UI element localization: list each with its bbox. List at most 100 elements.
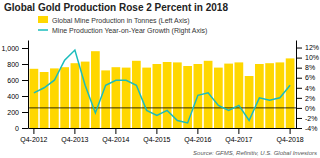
x-tick: Q4-2016 (184, 128, 211, 144)
y2-tick-label: 0% (305, 105, 315, 112)
title: Global Gold Production Rose 2 Percent in… (4, 2, 228, 13)
y-tick-mark (22, 96, 28, 97)
bar (163, 62, 172, 128)
y2-tick-label: 8% (305, 64, 315, 71)
y2-tick: 12% (296, 44, 319, 51)
x-tick: Q4-2013 (61, 128, 88, 144)
y2-tick: -2% (296, 115, 317, 122)
x-tick: Q4-2015 (143, 128, 170, 144)
bar (112, 67, 121, 128)
x-tick-mark (238, 128, 239, 134)
y2-tick-label: 4% (305, 85, 315, 92)
bar (153, 64, 162, 128)
y-axis: 0 200 400 600 800 1,000 (1, 41, 28, 132)
y-tick-label: 800 (7, 61, 19, 68)
x-tick: Q4-2017 (225, 128, 252, 144)
x-tick-label: Q4-2016 (184, 136, 211, 144)
y-tick: 600 (7, 77, 28, 84)
bar (122, 68, 131, 128)
y-tick: 200 (7, 109, 28, 116)
y2-axis: -4% -2% 0% 2% 4% 6% 8% 10% 12% (296, 41, 319, 132)
y-tick-label: 1,000 (1, 45, 19, 52)
x-tick-label: Q4-2013 (61, 136, 88, 144)
bar (286, 58, 295, 128)
x-tick-label: Q4-2014 (102, 136, 129, 144)
bar (101, 70, 110, 128)
y2-axis-line (296, 41, 297, 129)
x-tick-mark (115, 128, 116, 134)
y-tick-mark (22, 80, 28, 81)
x-tick: Q4-2012 (20, 128, 47, 144)
x-tick-label: Q4-2015 (143, 136, 170, 144)
y2-tick-label: 6% (305, 74, 315, 81)
x-tick-label: Q4-2017 (225, 136, 252, 144)
y2-tick: 6% (296, 74, 315, 81)
bar (60, 67, 69, 128)
bar (214, 68, 223, 128)
legend-label: Global Mine Production in Tonnes (Left A… (52, 17, 190, 25)
y2-tick-mark (296, 48, 302, 49)
y-tick: 1,000 (1, 45, 28, 52)
y2-tick-mark (296, 108, 302, 109)
y-tick-mark (22, 48, 28, 49)
y2-tick-mark (296, 58, 302, 59)
y2-tick-mark (296, 88, 302, 89)
y2-tick-label: 12% (305, 44, 319, 51)
chart: Q4-2012 Q4-2013 Q4-2014 Q4-2015 Q4-2016 Q4-20… (0, 0, 320, 158)
y2-tick-mark (296, 68, 302, 69)
x-tick-label: Q4-2012 (20, 136, 47, 144)
y2-tick-mark (296, 78, 302, 79)
y-tick: 800 (7, 61, 28, 68)
y-tick: 0 (15, 125, 28, 132)
legend-item: Global Mine Production in Tonnes (Left A… (38, 16, 190, 25)
bar (40, 72, 49, 128)
line (34, 50, 290, 123)
y2-tick: 0% (296, 105, 315, 112)
zero-line (28, 107, 296, 108)
bar (91, 51, 100, 128)
x-axis: Q4-2012 Q4-2013 Q4-2014 Q4-2015 Q4-2016 Q4-20… (20, 128, 304, 144)
bar (142, 68, 151, 128)
x-tick-mark (74, 128, 75, 134)
source-note: Source: GFMS, Refinitiv, U.S. Global Inv… (193, 150, 317, 156)
y2-tick: 2% (296, 95, 315, 102)
y-tick-mark (22, 128, 28, 129)
plot: Q4-2012 Q4-2013 Q4-2014 Q4-2015 Q4-2016 Q4-20… (1, 41, 319, 144)
bar (204, 61, 213, 128)
bar-series (30, 51, 295, 128)
bar (71, 63, 80, 128)
y2-tick-mark (296, 98, 302, 99)
y2-tick-label: 10% (305, 54, 319, 61)
x-axis-line (29, 128, 297, 129)
x-tick-mark (197, 128, 198, 134)
legend: Global Mine Production in Tonnes (Left A… (38, 16, 207, 35)
y-tick-mark (22, 112, 28, 113)
bar (50, 68, 59, 128)
x-tick-mark (156, 128, 157, 134)
y-tick: 400 (7, 93, 28, 100)
y2-tick: 4% (296, 85, 315, 92)
x-tick-label: Q4-2018 (276, 136, 303, 144)
legend-item: Mine Production Year-on-Year Growth (Rig… (38, 27, 207, 35)
x-tick: Q4-2014 (102, 128, 129, 144)
bar (235, 62, 244, 128)
bar (30, 69, 39, 128)
y-tick-label: 400 (7, 93, 19, 100)
y2-tick-label: -2% (305, 115, 317, 122)
y-axis-line (28, 41, 29, 129)
y-tick-mark (22, 64, 28, 65)
y2-tick-label: -4% (305, 125, 317, 132)
y-tick-label: 0 (15, 125, 19, 132)
bar (224, 64, 233, 128)
x-tick-mark (290, 128, 291, 134)
y2-tick-mark (296, 128, 302, 129)
legend-label: Mine Production Year-on-Year Growth (Rig… (52, 27, 207, 35)
x-tick-mark (33, 128, 34, 134)
y-tick-label: 200 (7, 109, 19, 116)
y2-tick-mark (296, 118, 302, 119)
y2-tick: 8% (296, 64, 315, 71)
y2-tick: -4% (296, 125, 317, 132)
bar (255, 64, 264, 128)
x-tick: Q4-2018 (276, 128, 303, 144)
y2-tick: 10% (296, 54, 319, 61)
